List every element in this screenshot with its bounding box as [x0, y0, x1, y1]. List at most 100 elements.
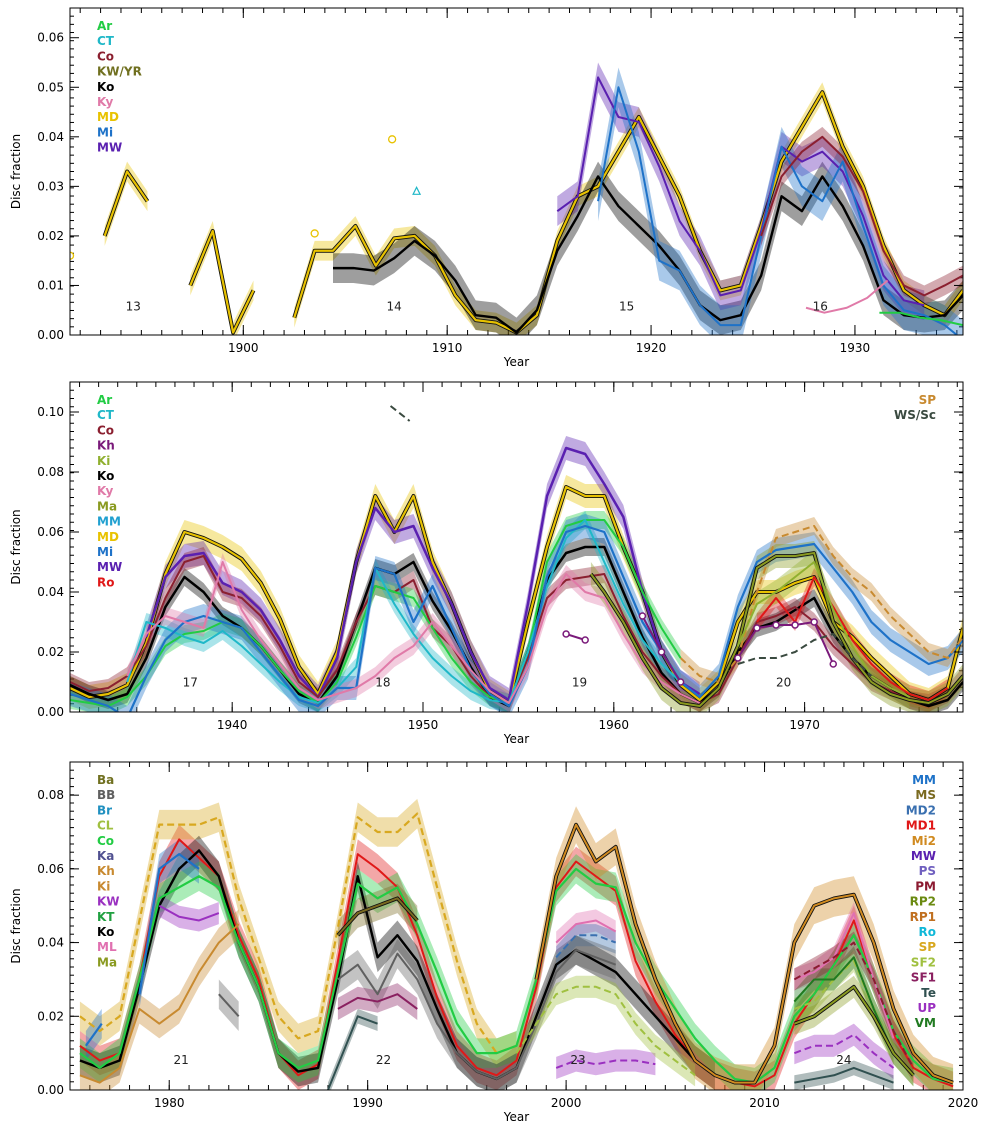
legend-item: Mi [97, 125, 113, 139]
series-marker [734, 654, 742, 662]
x-tick-label: 1920 [636, 341, 667, 355]
uncertainty-band [159, 894, 219, 932]
series-line [103, 170, 149, 237]
y-tick-label: 0.02 [37, 229, 64, 243]
legend-item: Ar [97, 19, 112, 33]
series-line [79, 923, 240, 1084]
cycle-number-label: 23 [570, 1053, 585, 1067]
cycle-number-label: 17 [183, 676, 198, 690]
series-line [337, 948, 617, 1080]
uncertainty-band [794, 902, 894, 1050]
uncertainty-band [794, 931, 914, 1079]
series-mi2 [536, 806, 954, 1090]
series-up [556, 1023, 894, 1079]
series-ma [794, 975, 914, 1087]
series-ct [127, 511, 681, 712]
x-tick-label: 2000 [551, 1096, 582, 1110]
y-tick-label: 0.00 [37, 705, 64, 719]
series-line [293, 91, 963, 334]
series-line [793, 985, 915, 1076]
series-line [555, 934, 617, 958]
series-marker [562, 630, 570, 638]
legend-item: SF2 [911, 955, 936, 969]
series-line [70, 485, 963, 705]
series-line [189, 229, 255, 334]
x-tick-label: 1970 [789, 718, 820, 732]
legend-item: UP [917, 1001, 936, 1015]
legend-item: Ky [97, 95, 114, 109]
y-tick-label: 0.02 [37, 645, 64, 659]
y-tick-label: 0.08 [37, 788, 64, 802]
legend-item: KW/YR [97, 65, 142, 79]
series-marker [810, 618, 818, 626]
cycle-number-label: 16 [813, 300, 828, 314]
cycle-number-label: 13 [126, 300, 141, 314]
legend-item: MW [911, 849, 936, 863]
legend-item: Ro [919, 925, 936, 939]
legend-item: VM [915, 1016, 936, 1030]
cycle-number-label: 21 [173, 1053, 188, 1067]
y-tick-label: 0.06 [37, 31, 64, 45]
legend-item: Ba [97, 773, 114, 787]
cycle-number-label: 24 [836, 1053, 851, 1067]
series-line [158, 904, 220, 922]
series-line [515, 985, 696, 1077]
series-marker [676, 678, 685, 686]
series-pm [794, 931, 914, 1079]
legend-item: KW [97, 895, 120, 909]
series-md2 [556, 924, 616, 969]
series-line [805, 279, 889, 314]
data-point-circle [387, 135, 397, 144]
uncertainty-band [79, 824, 954, 1090]
data-layer [70, 405, 963, 712]
series-line [535, 823, 954, 1084]
y-tick-label: 0.05 [37, 80, 64, 94]
uncertainty-band [294, 82, 963, 335]
x-tick-label: 1980 [154, 1096, 185, 1110]
legend-item: CT [97, 408, 115, 422]
y-tick-label: 0.03 [37, 179, 64, 193]
x-tick-label: 1940 [217, 718, 248, 732]
legend-item: Ko [97, 80, 114, 94]
series-ml [556, 902, 894, 1050]
uncertainty-band [794, 1060, 894, 1090]
series-marker [753, 624, 761, 632]
legend-item: Co [97, 49, 114, 63]
panel-middle: 1940 1950 1960 1970 0.00 0.02 0.04 0.06 0.08 0.10… [9, 381, 964, 746]
uncertainty-band [146, 436, 700, 712]
legend-item: CL [97, 819, 114, 833]
series-marker [581, 636, 589, 644]
data-layer [79, 798, 954, 1090]
legend-item: KT [97, 910, 115, 924]
minor-ticks [70, 7, 963, 336]
y-tick-label: 0.06 [37, 862, 64, 876]
x-tick-label: 2010 [749, 1096, 780, 1110]
series-line [126, 561, 701, 704]
y-tick-label: 0.06 [37, 525, 64, 539]
data-point-circle [310, 229, 319, 238]
x-tick-label: 1960 [599, 718, 630, 732]
legend-item: Ko [97, 925, 114, 939]
series-line [337, 897, 419, 936]
series-line [555, 1059, 656, 1069]
uncertainty-band [79, 835, 715, 1090]
series-sp [680, 517, 963, 691]
panel-top: 1900 1910 1920 1930 0.00 0.01 0.02 0.03 0.04 0.05… [9, 7, 964, 369]
legend-item: MD [97, 530, 119, 544]
series-line [138, 853, 200, 995]
x-tick-label: 1910 [432, 341, 463, 355]
series-line [879, 311, 963, 327]
legend-item: Te [921, 986, 936, 1000]
y-tick-label: 0.00 [37, 328, 64, 342]
legend-item: SF1 [911, 971, 936, 985]
series-line [597, 86, 959, 335]
uncertainty-band [794, 1023, 894, 1079]
series-marker [791, 621, 799, 629]
series-kw [159, 894, 219, 932]
cycle-number-label: 19 [572, 676, 587, 690]
series-line [70, 519, 682, 707]
legend-item: CT [97, 34, 115, 48]
uncertainty-band [794, 975, 914, 1087]
legend-item: SP [919, 940, 937, 954]
y-tick-label: 0.01 [37, 278, 64, 292]
